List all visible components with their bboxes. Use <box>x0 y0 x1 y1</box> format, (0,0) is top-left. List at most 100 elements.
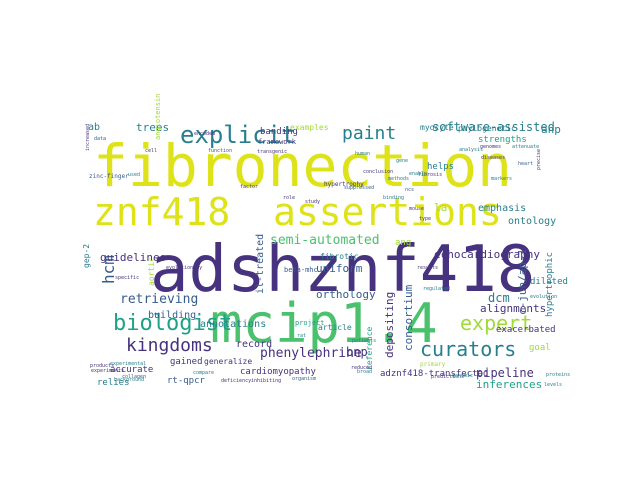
cloud-word: semi-automated <box>270 233 380 248</box>
cloud-word: trees <box>136 121 169 134</box>
cloud-word: rt-qpcr <box>167 376 206 386</box>
cloud-word: helps <box>427 162 454 172</box>
cloud-word: article <box>318 323 352 332</box>
cloud-word: adznf418-transfected <box>380 369 488 379</box>
cloud-word: goal <box>529 343 551 353</box>
cloud-word: regulated <box>423 286 450 292</box>
cloud-word: broad <box>357 369 372 375</box>
cloud-word: myocyte <box>420 123 454 132</box>
cloud-word: alignments <box>480 302 546 315</box>
cloud-word: ang <box>395 238 411 248</box>
cloud-word: software-assisted <box>432 120 555 134</box>
cloud-word: aortic <box>147 257 156 286</box>
cloud-word: anp <box>541 123 561 136</box>
cloud-word: increased <box>85 124 91 151</box>
cloud-word: proteins <box>546 372 570 378</box>
cloud-word: used <box>128 172 140 178</box>
cloud-word: hcm <box>99 255 118 284</box>
cloud-word: predictions <box>431 374 464 380</box>
cloud-word: mcip1.4 <box>210 292 438 355</box>
cloud-word: specific <box>115 275 139 281</box>
cloud-word: products <box>90 363 114 369</box>
cloud-word: ontology <box>508 216 556 227</box>
cloud-word: inhibiting <box>251 378 281 384</box>
cloud-word: organism <box>292 376 316 382</box>
cloud-word: bnp <box>346 345 368 359</box>
cloud-word: phenylephrine <box>260 346 362 361</box>
cloud-word: relies <box>97 378 130 388</box>
cloud-word: dilated <box>530 277 568 287</box>
cloud-word: type <box>419 216 431 222</box>
cloud-word: transgenic <box>257 149 287 155</box>
cloud-word: binding <box>383 195 404 201</box>
cloud-word: attenuate <box>512 144 539 150</box>
cloud-word: zinc-finger <box>89 173 129 180</box>
cloud-word: c-jun/ap-1 <box>516 249 529 315</box>
cloud-word: markers <box>491 176 512 182</box>
cloud-word: paint <box>342 123 396 144</box>
cloud-word: enable <box>409 171 427 177</box>
cloud-word: genomic <box>452 373 473 379</box>
cloud-word: examples <box>290 123 329 132</box>
cloud-word: depositing <box>383 292 396 358</box>
cloud-word: cell <box>145 148 157 154</box>
cloud-word: role <box>283 195 295 201</box>
cloud-word: dcm <box>488 291 510 305</box>
cloud-word: phylogenetic <box>458 124 516 133</box>
cloud-word: evolutionary <box>166 265 202 271</box>
cloud-word: angiotensin <box>154 94 162 140</box>
cloud-word: deficiency <box>221 378 251 384</box>
cloud-word: accurate <box>110 365 153 375</box>
cloud-word: fibrotic <box>320 252 359 261</box>
cloud-word: hypertrophic <box>545 252 555 317</box>
cloud-word: inferences <box>476 378 542 391</box>
cloud-word: analysis <box>459 147 483 153</box>
cloud-word: conclusion <box>363 169 393 175</box>
cloud-word: compare <box>193 370 214 376</box>
cloud-word: mouse <box>409 206 424 212</box>
cloud-word: heart <box>518 161 533 167</box>
cloud-word: biologist <box>113 311 232 336</box>
cloud-word: evolution <box>530 294 557 300</box>
cloud-word: hypertrophy <box>324 181 364 188</box>
cloud-word: gep-2 <box>82 244 91 268</box>
cloud-word: levels <box>544 382 562 388</box>
cloud-word: adshznf418 <box>150 233 535 307</box>
cloud-word: record <box>236 339 272 350</box>
cloud-word: reference <box>365 326 374 370</box>
cloud-word: generalize <box>204 357 252 366</box>
cloud-word: study <box>305 199 320 205</box>
cloud-word: fibrosis <box>418 172 442 178</box>
cloud-word: retrieving <box>120 292 198 307</box>
cloud-word: precise <box>536 149 542 170</box>
cloud-word: background <box>114 377 144 383</box>
cloud-word: banding <box>260 127 298 137</box>
cloud-word: expert <box>460 311 532 335</box>
cloud-word: reduced <box>351 365 372 371</box>
cloud-word: patients <box>352 338 376 344</box>
cloud-word: methods <box>388 176 409 182</box>
cloud-word: assertions <box>273 190 502 234</box>
cloud-word: fibronection <box>93 132 512 200</box>
cloud-word: genomes <box>480 144 501 150</box>
cloud-word: guidelines <box>100 251 166 264</box>
cloud-word: gained <box>170 357 203 367</box>
cloud-word: strengths <box>478 135 527 145</box>
cloud-word: orthology <box>316 288 376 301</box>
cloud-word: rat <box>297 333 306 339</box>
cloud-word: znf418 <box>93 190 230 234</box>
cloud-word: ncs <box>405 187 414 193</box>
cloud-word: explicit <box>180 121 296 149</box>
cloud-word: function <box>208 148 232 154</box>
cloud-word: gene <box>396 158 408 164</box>
cloud-word: annotations <box>200 319 266 330</box>
cloud-word: factor <box>240 184 258 190</box>
cloud-word: curators <box>420 337 516 361</box>
cloud-word: kingdoms <box>126 335 213 356</box>
cloud-word: collagen <box>122 374 146 380</box>
cloud-word: project <box>295 319 325 327</box>
cloud-word: primary <box>420 361 446 368</box>
cloud-word: human <box>355 151 370 157</box>
